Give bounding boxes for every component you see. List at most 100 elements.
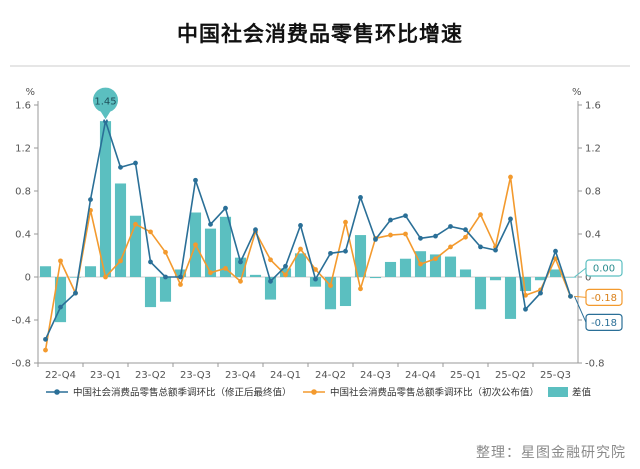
revised-point bbox=[313, 276, 318, 282]
revised-point bbox=[73, 290, 78, 296]
initial-point bbox=[508, 174, 513, 180]
diff-bar bbox=[264, 277, 277, 300]
revised-point bbox=[88, 197, 93, 203]
revised-end-label: -0.18 bbox=[591, 318, 617, 329]
diff-bars bbox=[39, 121, 577, 323]
y-unit-left: % bbox=[25, 87, 35, 98]
diff-bar bbox=[519, 277, 532, 291]
diff-bar bbox=[339, 277, 352, 307]
revised-point bbox=[463, 227, 468, 233]
initial-point bbox=[118, 258, 123, 264]
x-tick-label: 23-Q4 bbox=[225, 370, 256, 381]
peak-label: 1.45 bbox=[94, 97, 116, 108]
x-tick-label: 22-Q4 bbox=[45, 370, 76, 381]
diff-bar bbox=[369, 277, 382, 279]
diff-legend-swatch bbox=[548, 387, 568, 397]
initial-point bbox=[433, 256, 438, 262]
y-tick-label-left: 0 bbox=[25, 273, 31, 284]
diff-bar bbox=[354, 235, 367, 277]
diff-bar bbox=[219, 216, 232, 277]
initial-point bbox=[268, 257, 273, 263]
revised-point bbox=[328, 250, 333, 256]
revised-point bbox=[568, 293, 573, 299]
diff-bar bbox=[459, 269, 472, 277]
revised-point bbox=[538, 290, 543, 296]
initial-point bbox=[148, 229, 153, 235]
diff-bar bbox=[84, 266, 97, 277]
diff-bar bbox=[69, 277, 82, 278]
diff-bar bbox=[309, 277, 322, 287]
diff-bar bbox=[159, 277, 172, 302]
initial-end-box bbox=[585, 288, 623, 306]
diff-bar bbox=[474, 277, 487, 310]
revised-point bbox=[148, 259, 153, 265]
diff-bar bbox=[399, 258, 412, 277]
revised-point bbox=[493, 247, 498, 253]
revised-point bbox=[58, 304, 63, 310]
initial-point bbox=[418, 261, 423, 267]
diff-bar bbox=[429, 254, 442, 277]
initial-point bbox=[388, 232, 393, 238]
revised-point bbox=[178, 274, 183, 280]
initial-line bbox=[44, 176, 572, 351]
x-tick-label: 23-Q1 bbox=[90, 370, 121, 381]
diff-bar bbox=[504, 277, 517, 319]
x-tick-label: 24-Q4 bbox=[405, 370, 436, 381]
chart-title: 中国社会消费品零售环比增速 bbox=[177, 22, 463, 46]
x-tick-label: 25-Q2 bbox=[495, 370, 526, 381]
initial-point bbox=[328, 283, 333, 288]
initial-point bbox=[448, 244, 453, 250]
revised-point bbox=[133, 160, 138, 166]
initial-point bbox=[133, 221, 138, 227]
initial-point bbox=[313, 267, 318, 272]
initial-legend-dot bbox=[311, 389, 317, 395]
revised-point bbox=[193, 177, 198, 183]
revised-end-box bbox=[585, 313, 623, 331]
y-tick-label-right: -0.8 bbox=[585, 359, 605, 370]
initial-point bbox=[43, 347, 48, 353]
diff-bar bbox=[39, 266, 52, 277]
diff-legend-label: 差值 bbox=[572, 387, 592, 399]
diff-bar bbox=[234, 257, 247, 277]
initial-point bbox=[223, 266, 228, 271]
chart-annotations: 1.45 0.00 -0.18 -0.18 bbox=[92, 86, 623, 331]
source-note: 整理：星图金融研究院 bbox=[476, 445, 626, 461]
initial-point bbox=[283, 272, 288, 278]
initial-point bbox=[358, 286, 363, 292]
revised-point bbox=[43, 336, 48, 342]
series-lines bbox=[43, 118, 573, 353]
x-tick-label: 25-Q3 bbox=[540, 370, 571, 381]
revised-point bbox=[118, 164, 123, 170]
diff-bar bbox=[564, 277, 577, 278]
initial-point bbox=[193, 242, 198, 248]
diff-bar bbox=[129, 215, 142, 277]
diff-bar bbox=[249, 274, 262, 277]
initial-point bbox=[163, 249, 168, 255]
initial-point bbox=[523, 292, 528, 298]
y-tick-label-left: 0.4 bbox=[15, 230, 31, 241]
diff-bar bbox=[114, 183, 127, 277]
revised-end-leader bbox=[574, 296, 587, 323]
diff-end-box bbox=[585, 259, 623, 277]
diff-bar bbox=[444, 256, 457, 277]
y-tick-label-left: 1.6 bbox=[15, 101, 31, 112]
revised-point bbox=[253, 227, 258, 233]
diff-bar bbox=[549, 269, 562, 277]
initial-point bbox=[553, 256, 558, 262]
diff-bar bbox=[489, 277, 502, 281]
initial-end-leader bbox=[574, 295, 587, 298]
revised-point bbox=[553, 248, 558, 254]
chart-plot-area: %%-0.8-0.8-0.4-0.4000.40.40.80.81.21.21.… bbox=[10, 65, 630, 399]
initial-point bbox=[298, 246, 303, 252]
diff-end-label: 0.00 bbox=[593, 264, 615, 275]
x-tick-label: 24-Q3 bbox=[360, 370, 391, 381]
revised-line bbox=[44, 120, 572, 340]
initial-point bbox=[58, 258, 63, 264]
revised-point bbox=[433, 233, 438, 239]
y-tick-label-left: -0.8 bbox=[11, 359, 31, 370]
initial-point bbox=[343, 219, 348, 225]
revised-point bbox=[208, 221, 213, 227]
diff-bar bbox=[384, 261, 397, 277]
chart-legend: 中国社会消费品零售总额季调环比（修正后最终值） 中国社会消费品零售总额季调环比（初… bbox=[46, 387, 592, 399]
initial-point bbox=[178, 282, 183, 287]
